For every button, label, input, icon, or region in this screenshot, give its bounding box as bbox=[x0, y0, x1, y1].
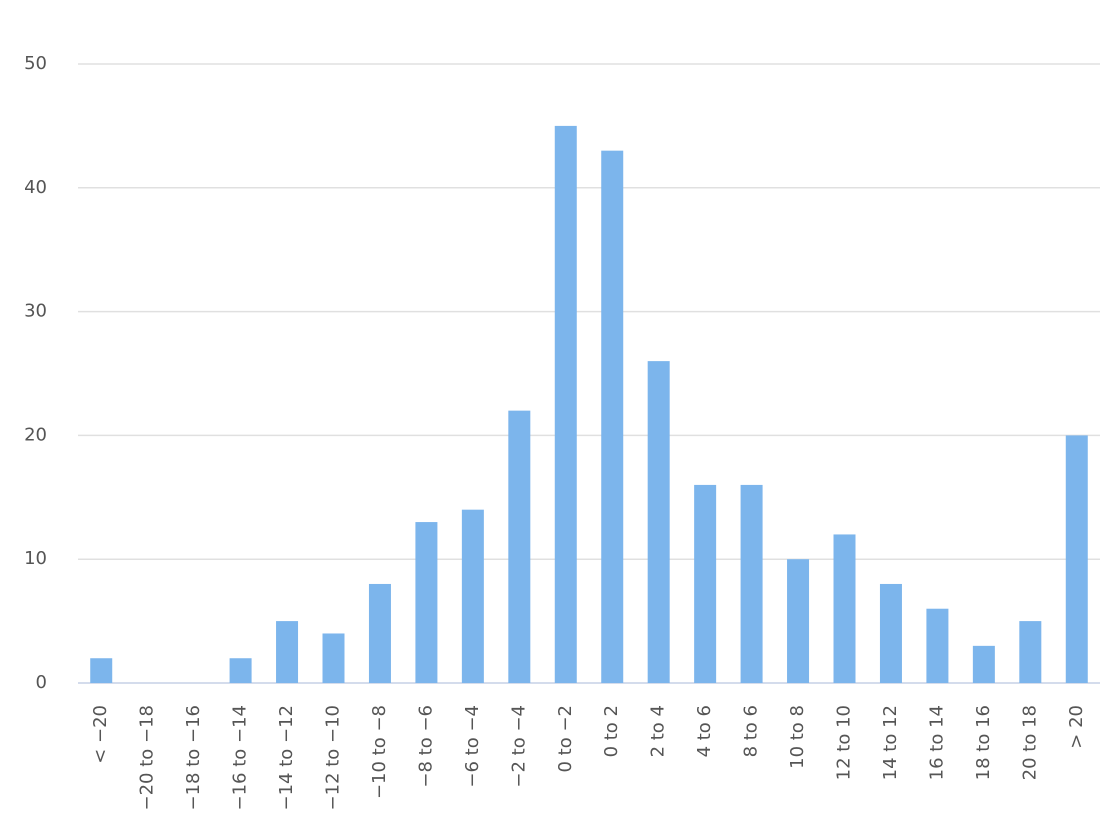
x-tick-label: −10 to −8 bbox=[369, 705, 390, 799]
bar bbox=[368, 583, 391, 683]
y-tick-label: 50 bbox=[24, 53, 47, 74]
x-tick-label: −12 to −10 bbox=[323, 705, 344, 811]
x-tick-label: −18 to −16 bbox=[183, 705, 204, 811]
x-tick-label: −16 to −14 bbox=[230, 705, 251, 811]
bar bbox=[647, 361, 670, 683]
bar bbox=[554, 125, 577, 683]
y-tick-label: 0 bbox=[36, 672, 47, 693]
bar bbox=[508, 410, 531, 683]
y-tick-label: 20 bbox=[24, 424, 47, 445]
bar bbox=[601, 150, 624, 683]
x-tick-label: −8 to −6 bbox=[415, 705, 436, 788]
bar bbox=[415, 522, 438, 683]
bar bbox=[740, 484, 763, 683]
x-tick-label: 0 to 2 bbox=[601, 705, 622, 757]
x-tick-label: 14 to 12 bbox=[880, 705, 901, 780]
bar bbox=[229, 658, 252, 683]
x-tick-label: −14 to −12 bbox=[276, 705, 297, 811]
x-tick-label: 20 to 18 bbox=[1019, 705, 1040, 780]
x-tick-label: −20 to −18 bbox=[137, 705, 158, 811]
bar bbox=[276, 621, 299, 683]
bar bbox=[694, 484, 717, 683]
x-tick-label: 2 to 4 bbox=[648, 705, 669, 757]
x-tick-label: 0 to −2 bbox=[555, 705, 576, 773]
bar bbox=[787, 559, 810, 683]
bar bbox=[972, 645, 995, 683]
x-tick-label: 16 to 14 bbox=[926, 705, 947, 780]
bar bbox=[833, 534, 856, 683]
x-tick-label: 18 to 16 bbox=[973, 705, 994, 780]
bar bbox=[1065, 435, 1088, 683]
x-tick-label: 8 to 6 bbox=[741, 705, 762, 757]
x-tick-label: 10 to 8 bbox=[787, 705, 808, 769]
y-tick-label: 40 bbox=[24, 177, 47, 198]
bar bbox=[1019, 621, 1042, 683]
x-tick-label: > 20 bbox=[1066, 705, 1087, 749]
x-tick-label: < −20 bbox=[90, 705, 111, 764]
x-tick-label: −6 to −4 bbox=[462, 705, 483, 788]
x-tick-label: 4 to 6 bbox=[694, 705, 715, 757]
bar bbox=[879, 583, 902, 683]
bar bbox=[90, 658, 113, 683]
bar bbox=[461, 509, 484, 683]
y-tick-label: 10 bbox=[24, 548, 47, 569]
x-tick-label: 12 to 10 bbox=[834, 705, 855, 780]
bar bbox=[926, 608, 949, 683]
bar bbox=[322, 633, 345, 683]
x-tick-label: −2 to −4 bbox=[508, 705, 529, 788]
y-tick-label: 30 bbox=[24, 301, 47, 322]
